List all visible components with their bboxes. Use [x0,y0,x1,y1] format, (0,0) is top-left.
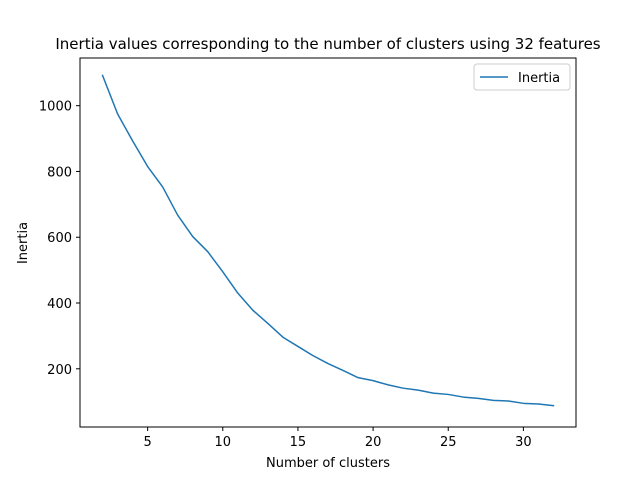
y-tick-label: 600 [47,231,72,246]
y-tick-label: 800 [47,165,72,180]
x-tick-label: 30 [515,435,532,450]
legend-box [473,63,571,91]
axes-frame [79,57,577,428]
legend: Inertia [473,63,571,91]
y-tick-label: 1000 [39,100,72,115]
legend-label-0: Inertia [518,71,560,86]
x-tick-label: 5 [143,435,151,450]
plot-area: 5 10 15 20 25 30 200 400 600 800 1000 [39,57,577,450]
y-axis-title: Inertia [16,222,31,264]
x-tick-label: 15 [290,435,307,450]
series-line-0 [101,74,555,407]
x-tick-label: 20 [365,435,382,450]
x-tick-label: 25 [440,435,457,450]
chart-title: Inertia values corresponding to the numb… [55,35,600,53]
y-tick-label: 400 [47,297,72,312]
x-tick-label: 10 [215,435,232,450]
x-axis-title: Number of clusters [266,456,390,471]
y-tick-label: 200 [47,363,72,378]
